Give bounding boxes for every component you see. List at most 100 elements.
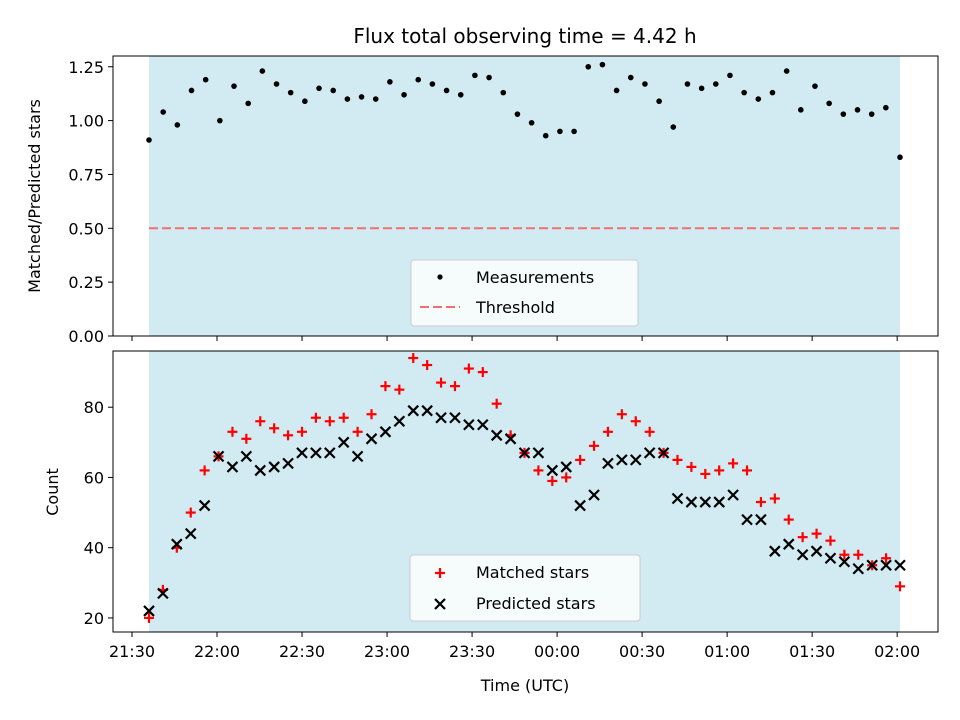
measurement-point [472,72,478,79]
measurement-point [245,100,251,107]
y-tick-label: 20 [84,609,104,628]
measurement-point [146,137,152,143]
matched-star-point [366,409,377,420]
measurement-point [798,107,804,113]
measurement-point [387,79,393,85]
predicted-star-point [226,461,239,473]
measurement-point [174,122,181,128]
predicted-star-point [546,464,559,477]
measurement-point [783,68,790,74]
predicted-star-point [476,418,489,431]
matched-star-point [783,514,794,525]
matched-star-point [380,381,391,392]
measurement-point [741,89,747,96]
top-y-axis-label: Matched/Predicted stars [25,99,44,293]
predicted-star-point [490,429,503,442]
predicted-star-point [685,496,698,508]
measurement-point [316,85,322,92]
predicted-star-point [240,450,253,463]
predicted-star-point [769,545,781,557]
matched-star-point [714,465,725,476]
measurement-point [571,128,577,135]
measurement-point [883,104,889,111]
matched-star-point [477,367,488,378]
measurement-points [146,61,903,161]
predicted-star-point [212,450,225,463]
matched-star-point [755,497,766,508]
predicted-star-point [282,457,294,470]
top-x-ticks [131,336,898,341]
measurement-point [202,76,209,83]
legend-plus-glyph [435,568,445,578]
measurement-point [415,76,422,83]
measurement-point [769,89,776,96]
measurement-point [358,94,365,100]
matched-star-point [241,433,252,444]
y-tick-label: 0.25 [68,273,104,292]
matched-star-point [255,416,266,427]
predicted-star-point [365,433,378,445]
measurement-point [854,107,861,113]
measurement-point [528,119,535,126]
matched-star-point [185,507,196,518]
matched-star-point [811,528,822,539]
measurement-point [642,81,648,87]
predicted-star-point [504,433,517,445]
predicted-star-point [727,489,739,501]
predicted-star-point [629,454,642,466]
x-tick-label: 23:00 [364,642,410,661]
y-tick-label: 0.00 [68,327,104,346]
bottom-x-ticks: 21:30 22:00 22:30 23:00 23:30 00:00 00:30 01:00… [109,632,920,661]
bottom-legend-box [409,554,641,622]
measurement-point [613,87,620,94]
measurement-point [755,96,762,102]
legend-measurements-label: Measurements [476,268,594,287]
matched-star-point [338,412,349,423]
predicted-star-point [254,464,267,477]
matched-star-point [408,353,419,364]
bottom-chart: 20 40 60 80 21:30 22:00 22:30 23:00 23:30 00:00 0… [43,350,939,695]
matched-star-point [742,465,753,476]
matched-star-point [825,535,836,546]
matched-star-point [449,381,460,392]
measurement-point [160,109,166,115]
predicted-star-point [643,447,656,459]
matched-star-point [644,426,655,437]
matched-star-point [853,549,864,560]
matched-star-point [296,426,307,437]
measurement-point [897,154,903,161]
measurement-point [826,100,832,107]
measurement-point [599,61,606,68]
measurement-point [217,117,223,124]
matched-star-point [769,493,780,504]
predicted-star-point [407,404,420,417]
measurement-point [514,111,521,117]
measurement-point [259,68,266,74]
matched-star-point [547,475,558,486]
matched-star-point [533,465,544,476]
legend-x-glyph [434,598,446,610]
matched-star-point [283,430,294,441]
bottom-y-axis-label: Count [43,468,62,516]
predicted-star-point [143,605,155,617]
measurement-point [557,128,563,135]
predicted-star-point [421,404,433,417]
measurement-point [287,89,294,96]
measurement-point [684,81,691,87]
y-tick-label: 80 [84,398,104,417]
x-tick-label: 22:00 [194,642,240,661]
matched-star-point [839,549,850,560]
predicted-star-point [894,559,906,572]
top-legend: Measurements Threshold [410,259,639,327]
predicted-star-point [268,461,280,473]
y-tick-label: 0.75 [68,165,104,184]
x-tick-label: 00:30 [619,642,665,661]
measurement-point [302,98,308,105]
matched-star-point [310,412,321,423]
predicted-star-point [560,461,573,473]
y-tick-label: 60 [84,468,104,487]
predicted-star-point [324,447,336,459]
predicted-star-point [852,562,865,575]
matched-star-point [881,553,892,564]
y-tick-label: 40 [84,539,104,558]
